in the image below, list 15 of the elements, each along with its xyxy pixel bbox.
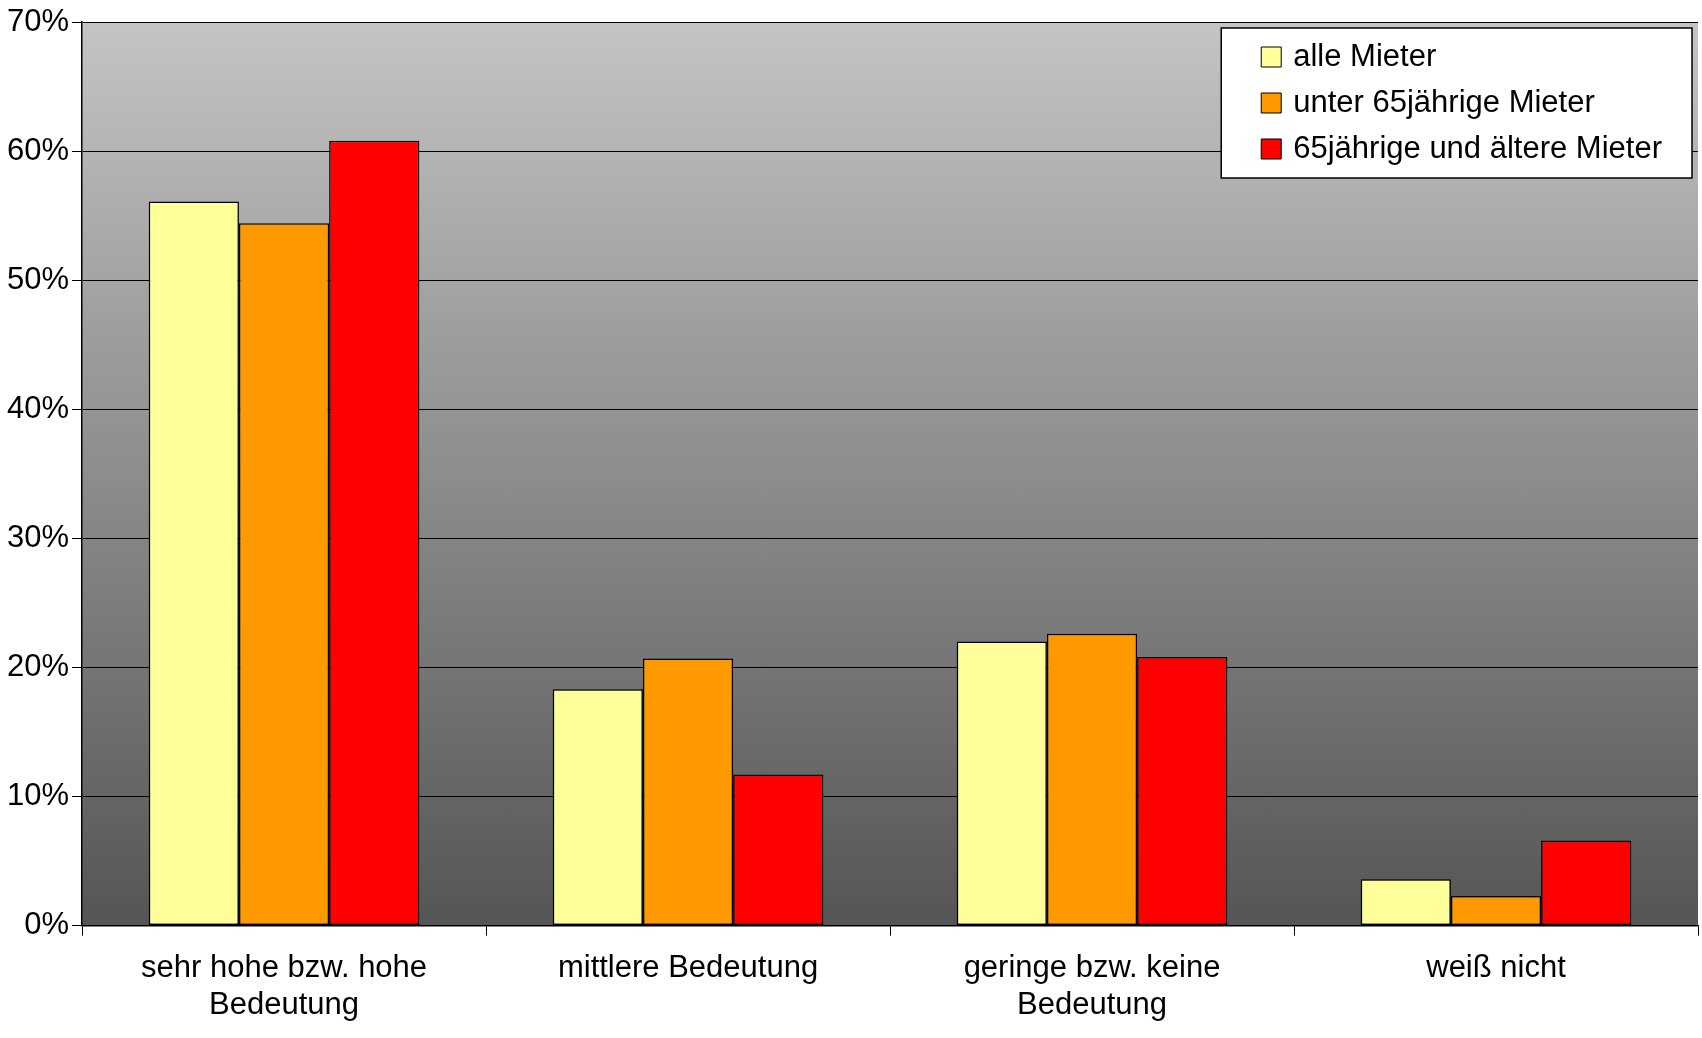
y-tick-label: 30% <box>7 518 70 554</box>
y-tick-label: 70% <box>7 2 70 38</box>
y-tick-label: 50% <box>7 260 70 296</box>
legend-label: unter 65jährige Mieter <box>1293 83 1595 119</box>
x-tick-label: mittlere Bedeutung <box>557 948 819 984</box>
y-tick-label: 40% <box>7 389 70 425</box>
x-tick-label: geringe bzw. keine Bedeutung <box>963 948 1221 1021</box>
x-tick-label: sehr hohe bzw. hohe Bedeutung <box>140 948 428 1021</box>
legend-label: 65jährige und ältere Mieter <box>1293 129 1663 165</box>
y-tick-label: 10% <box>7 777 70 813</box>
x-tick-label: weiß nicht <box>1425 948 1567 984</box>
y-tick-label: 0% <box>24 906 70 942</box>
y-tick-label: 20% <box>7 647 70 683</box>
legend-label: alle Mieter <box>1293 37 1437 73</box>
y-tick-label: 60% <box>7 131 70 167</box>
